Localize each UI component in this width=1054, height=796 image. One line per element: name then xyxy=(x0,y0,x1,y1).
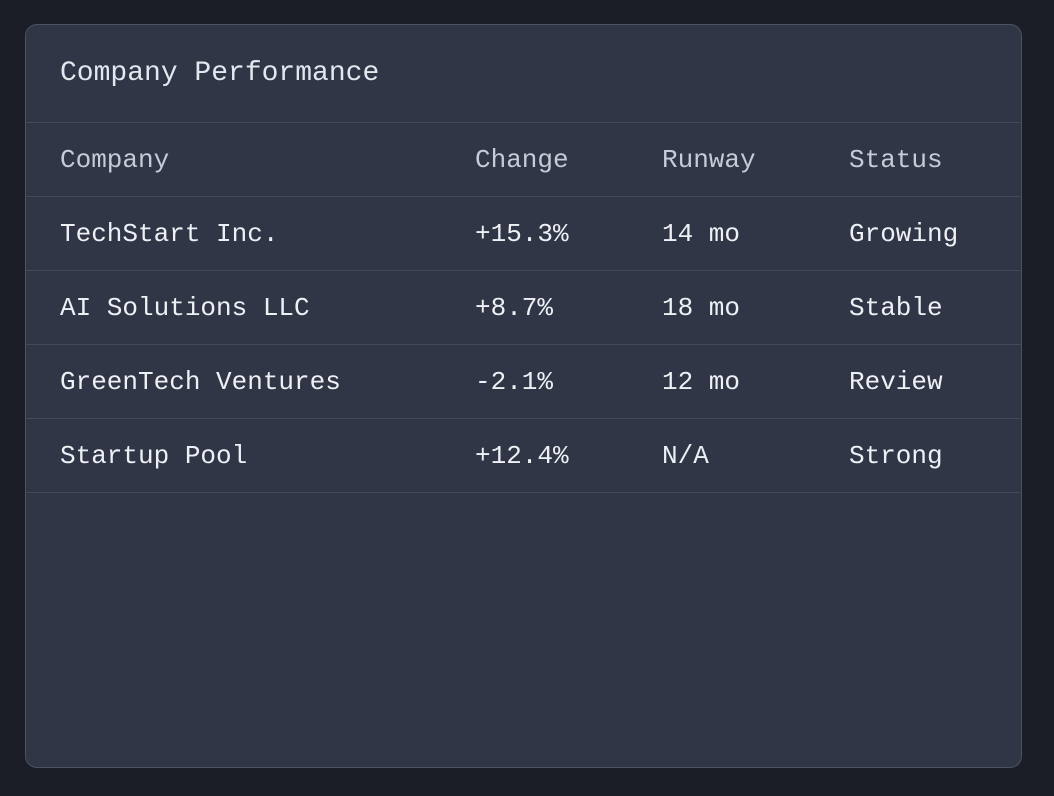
cell-change: +15.3% xyxy=(475,196,662,271)
cell-company: Startup Pool xyxy=(26,418,475,493)
cell-status: Review xyxy=(849,344,1021,419)
cell-status: Stable xyxy=(849,270,1021,345)
column-header-status[interactable]: Status xyxy=(849,123,1021,197)
column-header-company[interactable]: Company xyxy=(26,123,475,197)
cell-change: +8.7% xyxy=(475,270,662,345)
cell-runway: 14 mo xyxy=(662,196,849,271)
cell-company: GreenTech Ventures xyxy=(26,344,475,419)
cell-company: TechStart Inc. xyxy=(26,196,475,271)
table-row[interactable]: AI Solutions LLC +8.7% 18 mo Stable xyxy=(26,270,1021,345)
performance-table: Company Change Runway Status TechStart I… xyxy=(26,123,1021,493)
table-row[interactable]: TechStart Inc. +15.3% 14 mo Growing xyxy=(26,196,1021,271)
table-row[interactable]: GreenTech Ventures -2.1% 12 mo Review xyxy=(26,344,1021,419)
column-header-runway[interactable]: Runway xyxy=(662,123,849,197)
cell-change: +12.4% xyxy=(475,418,662,493)
cell-status: Growing xyxy=(849,196,1021,271)
panel-title: Company Performance xyxy=(26,25,1021,123)
cell-company: AI Solutions LLC xyxy=(26,270,475,345)
table-row[interactable]: Startup Pool +12.4% N/A Strong xyxy=(26,418,1021,493)
column-header-change[interactable]: Change xyxy=(475,123,662,197)
cell-change: -2.1% xyxy=(475,344,662,419)
cell-runway: 18 mo xyxy=(662,270,849,345)
company-performance-panel: Company Performance Company Change Runwa… xyxy=(25,24,1022,768)
cell-runway: 12 mo xyxy=(662,344,849,419)
table-header-row: Company Change Runway Status xyxy=(26,123,1021,197)
cell-status: Strong xyxy=(849,418,1021,493)
cell-runway: N/A xyxy=(662,418,849,493)
